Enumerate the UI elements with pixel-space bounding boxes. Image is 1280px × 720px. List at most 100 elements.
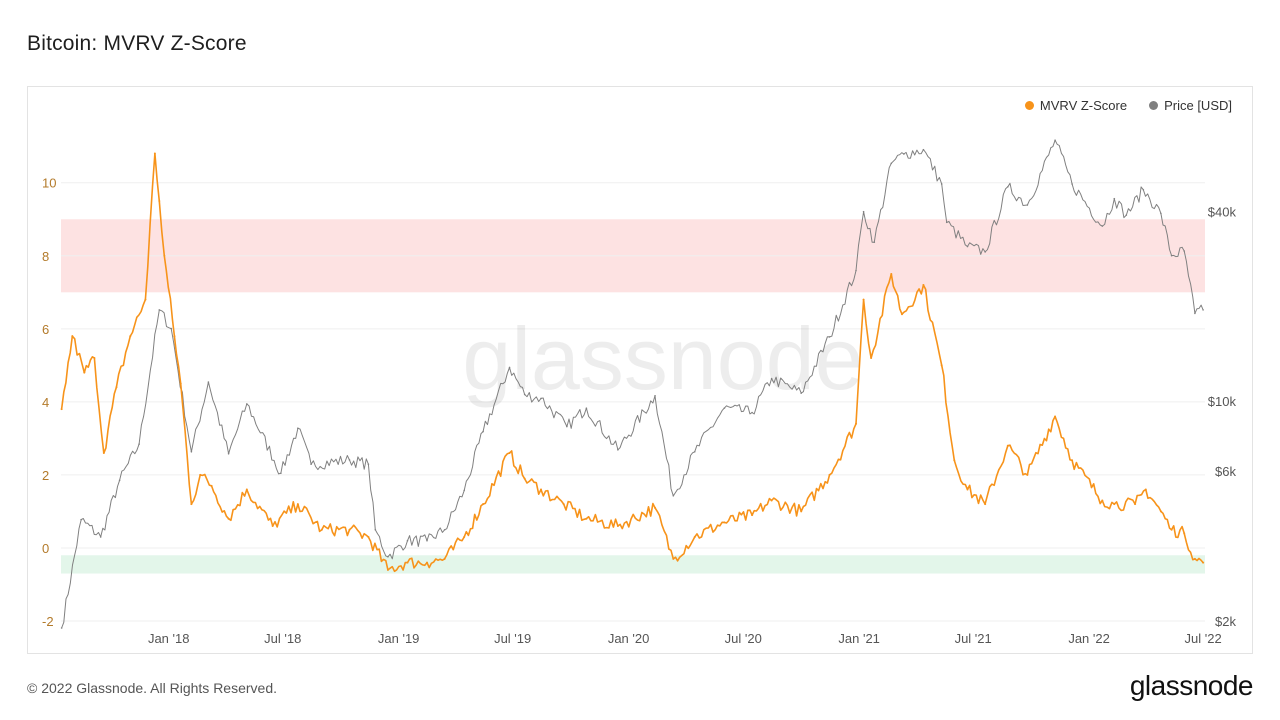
data-point-zscore (227, 517, 230, 520)
data-point-zscore (60, 408, 63, 411)
data-point-zscore (862, 298, 865, 301)
data-point-price (207, 381, 210, 383)
data-point-price (310, 463, 312, 466)
data-point-price (751, 411, 753, 414)
data-point-zscore (71, 335, 74, 338)
data-point-price (348, 459, 351, 461)
data-point-zscore (1193, 557, 1196, 560)
y-right-tick-label: $40k (1208, 205, 1237, 220)
data-point-price (617, 449, 619, 451)
data-point-price (862, 210, 865, 213)
data-point-price (482, 430, 484, 433)
data-point-price (922, 148, 925, 151)
legend-swatch-price (1149, 101, 1159, 110)
data-point-price (406, 539, 409, 542)
data-point-zscore (199, 473, 202, 476)
data-point-zscore (1113, 503, 1116, 506)
data-point-price (1170, 254, 1173, 257)
brand-logo[interactable]: glassnode (1129, 670, 1254, 701)
data-point-zscore (173, 335, 176, 338)
data-point-price (1125, 214, 1128, 216)
data-point-price (984, 251, 986, 253)
data-point-zscore (922, 284, 925, 286)
data-point-zscore (426, 561, 429, 564)
data-point-price (903, 153, 905, 155)
copyright-text: © 2022 Glassnode. All Rights Reserved. (27, 680, 278, 696)
watermark: glassnode (462, 309, 863, 408)
data-point-zscore (723, 521, 726, 524)
data-point-price (60, 627, 63, 629)
data-point-price (280, 472, 282, 474)
data-point-zscore (296, 503, 299, 506)
chart-frame: glassnode -2 0 2 4 6 8 10 $2k $6k $10k $40k Jan '18 J… (27, 86, 1253, 654)
data-point-zscore (210, 484, 213, 487)
data-point-price (770, 377, 773, 380)
legend-item-price[interactable]: Price [USD] (1149, 98, 1232, 113)
data-point-zscore (751, 514, 754, 517)
data-point-zscore (966, 488, 969, 491)
data-point-price (1142, 188, 1145, 191)
data-point-price (940, 183, 943, 185)
data-point-price (966, 245, 969, 248)
y-right-tick-label: $10k (1208, 394, 1237, 409)
data-point-price (1007, 185, 1009, 188)
data-point-zscore (616, 525, 619, 528)
data-point-price (723, 407, 726, 409)
data-point-zscore (158, 200, 161, 202)
data-point-price (170, 327, 173, 330)
data-point-price (523, 393, 526, 396)
data-point-zscore (115, 386, 118, 389)
data-point-price (138, 443, 140, 445)
data-point-price (158, 309, 161, 311)
band-undervalued (61, 555, 1205, 574)
data-point-zscore (271, 525, 274, 528)
data-point-zscore (1202, 561, 1205, 564)
data-point-zscore (102, 452, 105, 454)
legend-swatch-zscore (1024, 101, 1034, 110)
y-left-tick-label: -2 (42, 614, 54, 629)
data-point-zscore (386, 568, 389, 571)
data-point-zscore (144, 298, 147, 301)
series-line-zscore (60, 152, 1204, 573)
data-point-zscore (508, 452, 511, 454)
data-point-zscore (953, 459, 956, 462)
data-point-price (246, 403, 248, 405)
data-point-price (1183, 250, 1186, 252)
data-point-price (585, 407, 588, 409)
x-tick-label: Jul '22 (1185, 631, 1222, 646)
data-point-zscore (984, 503, 987, 506)
data-point-price (1113, 197, 1116, 200)
data-point-zscore (179, 382, 182, 385)
data-point-zscore (320, 528, 323, 531)
data-point-zscore (406, 561, 409, 564)
data-point-price (508, 366, 511, 369)
data-point-zscore (1026, 473, 1029, 476)
data-point-price (387, 555, 389, 558)
data-point-zscore (870, 357, 873, 360)
data-point-price (227, 452, 230, 455)
y-left-tick-label: 10 (42, 176, 56, 191)
data-point-price (1054, 139, 1056, 142)
data-point-zscore (828, 473, 831, 476)
data-point-price (855, 269, 857, 272)
data-point-zscore (1183, 532, 1186, 535)
data-point-zscore (129, 335, 132, 338)
legend-item-zscore[interactable]: MVRV Z-Score (1024, 98, 1127, 113)
data-point-zscore (562, 503, 565, 506)
data-point-zscore (523, 477, 526, 480)
data-point-price (118, 479, 121, 482)
data-point-price (566, 425, 568, 428)
data-point-price (828, 336, 831, 338)
data-point-zscore (855, 422, 858, 425)
data-point-price (873, 241, 876, 243)
data-point-zscore (770, 499, 773, 502)
x-tick-label: Jan '18 (148, 631, 190, 646)
data-point-price (1194, 312, 1196, 315)
y-left-tick-label: 4 (42, 395, 49, 410)
data-point-price (374, 528, 377, 531)
data-point-zscore (890, 273, 893, 276)
y-left-tick-label: 8 (42, 249, 49, 264)
data-point-price (945, 221, 948, 224)
data-point-zscore (540, 488, 543, 491)
x-tick-label: Jan '21 (838, 631, 880, 646)
